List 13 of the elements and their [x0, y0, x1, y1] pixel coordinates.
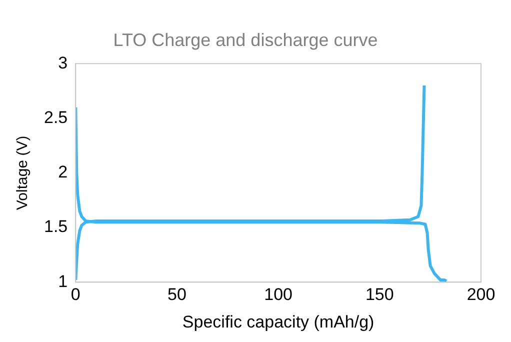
y-tick-label: 2 — [58, 162, 68, 182]
y-axis-title: Voltage (V) — [14, 136, 32, 210]
x-tick-label: 200 — [466, 285, 496, 304]
x-tick-label: 0 — [70, 285, 80, 304]
x-tick-label: 150 — [365, 285, 394, 304]
x-tick-label: 50 — [168, 285, 186, 304]
chart-title: LTO Charge and discharge curve — [113, 30, 378, 50]
x-tick-label: 100 — [264, 285, 293, 304]
y-tick-label: 2.5 — [44, 108, 68, 127]
y-tick-label: 1 — [58, 272, 68, 291]
y-tick-label: 1.5 — [44, 217, 68, 236]
x-axis-title: Specific capacity (mAh/g) — [182, 312, 374, 332]
y-tick-label: 3 — [58, 53, 68, 72]
